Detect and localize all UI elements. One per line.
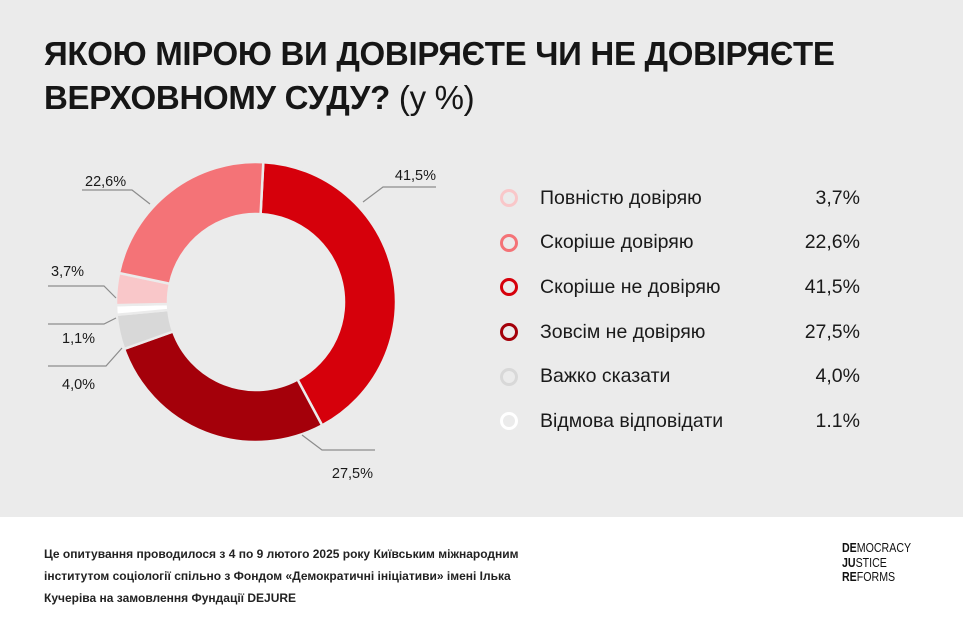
- data-label-hard-to-say: 4,0%: [62, 377, 95, 393]
- data-label-fully-trust: 3,7%: [51, 264, 84, 280]
- legend-marker-rather-distrust: [500, 278, 518, 297]
- data-label-rather-trust: 22,6%: [85, 174, 126, 190]
- legend-value-rather-distrust: 41,5%: [804, 275, 860, 298]
- legend-label-fully-distrust: Зовсім не довіряю: [540, 320, 706, 343]
- leader-line-fully-trust: [48, 285, 117, 299]
- legend-item-rather-trust: Скоріше довіряю 22,6%: [500, 221, 860, 266]
- leader-line-rather-distrust: [362, 186, 436, 203]
- legend-marker-refused: [500, 412, 518, 431]
- djr-logo: DEMOCRACY JUSTICE REFORMS: [842, 541, 911, 585]
- legend-item-fully-distrust: Зовсім не довіряю 27,5%: [500, 310, 860, 355]
- legend-marker-fully-trust: [500, 189, 518, 208]
- legend-item-rather-distrust: Скоріше не довіряю 41,5%: [500, 265, 860, 310]
- chart-legend: Повністю довіряю 3,7% Скоріше довіряю 22,6%…: [500, 176, 860, 444]
- chart-title-main: Якою мірою ви довіряєте чи не довіряєте …: [44, 35, 835, 116]
- chart-title-unit: (у %): [398, 79, 475, 116]
- leader-line-hard-to-say: [48, 347, 123, 367]
- data-label-rather-distrust: 41,5%: [395, 168, 436, 184]
- legend-value-rather-trust: 22,6%: [804, 231, 860, 254]
- legend-label-rather-trust: Скоріше довіряю: [540, 231, 694, 254]
- logo-line-2: JUSTICE: [842, 555, 887, 570]
- legend-value-fully-trust: 3,7%: [815, 186, 860, 209]
- legend-marker-fully-distrust: [500, 323, 518, 342]
- data-label-fully-distrust: 27,5%: [332, 466, 373, 482]
- legend-label-fully-trust: Повністю довіряю: [540, 186, 702, 209]
- legend-label-refused: Відмова відповідати: [540, 409, 724, 432]
- slice-rather-distrust: [259, 160, 398, 428]
- logo-line-1: DEMOCRACY: [842, 541, 912, 555]
- chart-area: Якою мірою ви довіряєте чи не довіряєте …: [0, 0, 963, 517]
- legend-item-refused: Відмова відповідати 1.1%: [500, 399, 860, 444]
- slice-rather-trust: [117, 160, 265, 286]
- legend-value-refused: 1.1%: [815, 409, 860, 432]
- leader-line-rather-trust: [82, 189, 151, 205]
- legend-marker-hard-to-say: [500, 367, 518, 386]
- legend-item-hard-to-say: Важко сказати 4,0%: [500, 354, 860, 399]
- legend-value-fully-distrust: 27,5%: [804, 320, 860, 343]
- slice-fully-distrust: [122, 329, 324, 444]
- data-label-refused: 1,1%: [62, 331, 95, 347]
- leader-line-fully-distrust: [301, 434, 375, 451]
- leader-line-refused: [48, 317, 117, 325]
- donut-chart: 3,7% 22,6% 41,5% 27,5% 4,0% 1,1%: [48, 160, 436, 482]
- survey-note: Це опитування проводилося з 4 по 9 лютог…: [44, 547, 519, 605]
- legend-item-fully-trust: Повністю довіряю 3,7%: [500, 176, 860, 221]
- legend-label-hard-to-say: Важко сказати: [540, 365, 671, 388]
- logo-line-3: REFORMS: [842, 570, 896, 584]
- legend-value-hard-to-say: 4,0%: [815, 365, 860, 388]
- chart-title: Якою мірою ви довіряєте чи не довіряєте …: [44, 32, 924, 120]
- legend-marker-rather-trust: [500, 233, 518, 252]
- legend-label-rather-distrust: Скоріше не довіряю: [540, 275, 721, 298]
